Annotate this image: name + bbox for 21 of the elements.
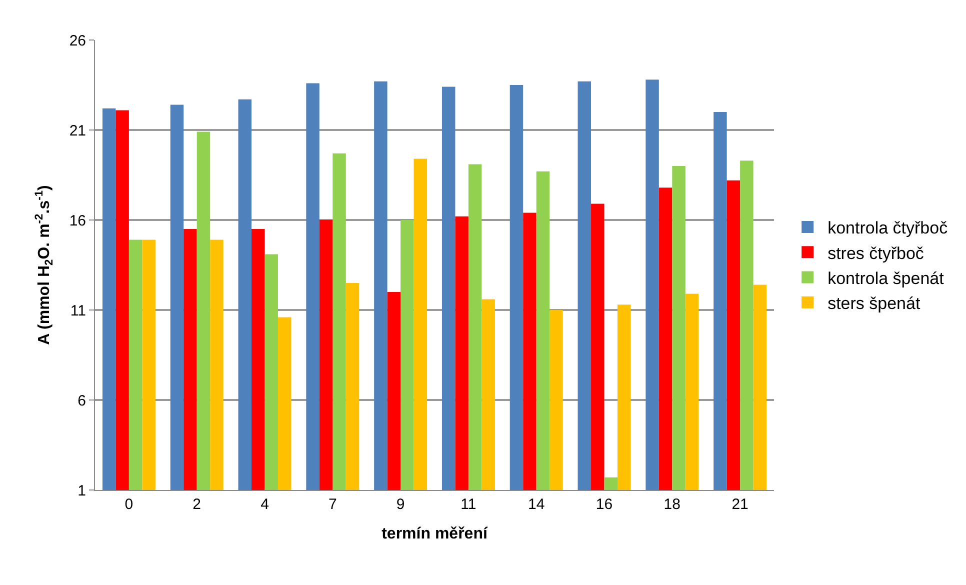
x-tick-label: 21: [732, 496, 748, 513]
x-tick-label: 14: [528, 496, 545, 513]
y-tick-label: 1: [78, 482, 86, 500]
legend-label: kontrola špenát: [828, 268, 944, 288]
x-tick-label: 4: [260, 496, 269, 513]
legend-label: stres čtyřboč: [828, 244, 924, 263]
y-tick-label: 21: [69, 122, 86, 140]
y-tick-label: 11: [70, 302, 86, 320]
legend-label: kontrola čtyřboč: [828, 218, 948, 238]
x-tick-label: 7: [328, 496, 337, 513]
x-tick-label: 2: [192, 496, 202, 513]
x-tick-label: 16: [596, 496, 613, 513]
y-tick-label: 26: [69, 32, 86, 50]
x-tick-label: 9: [396, 496, 405, 513]
x-tick-label: 11: [460, 496, 476, 513]
x-tick-label: 0: [124, 496, 134, 513]
x-tick-label: 18: [664, 496, 680, 513]
y-tick-label: 16: [69, 212, 86, 230]
x-axis-title: termín měření: [382, 526, 488, 543]
y-tick-label: 6: [78, 392, 86, 410]
legend-label: sters špenát: [828, 294, 920, 313]
